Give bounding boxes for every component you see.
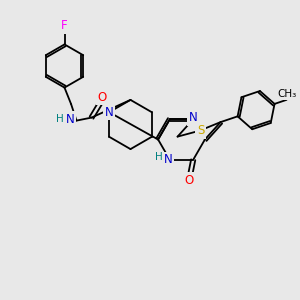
Text: S: S [197,124,204,137]
Text: N: N [164,153,173,166]
Text: N: N [105,106,114,119]
Text: N: N [65,112,74,126]
Text: H: H [56,114,64,124]
Text: O: O [98,91,106,104]
Text: CH₃: CH₃ [277,89,296,99]
Text: N: N [189,111,198,124]
Text: F: F [61,19,68,32]
Text: H: H [154,152,162,162]
Text: O: O [184,174,193,187]
